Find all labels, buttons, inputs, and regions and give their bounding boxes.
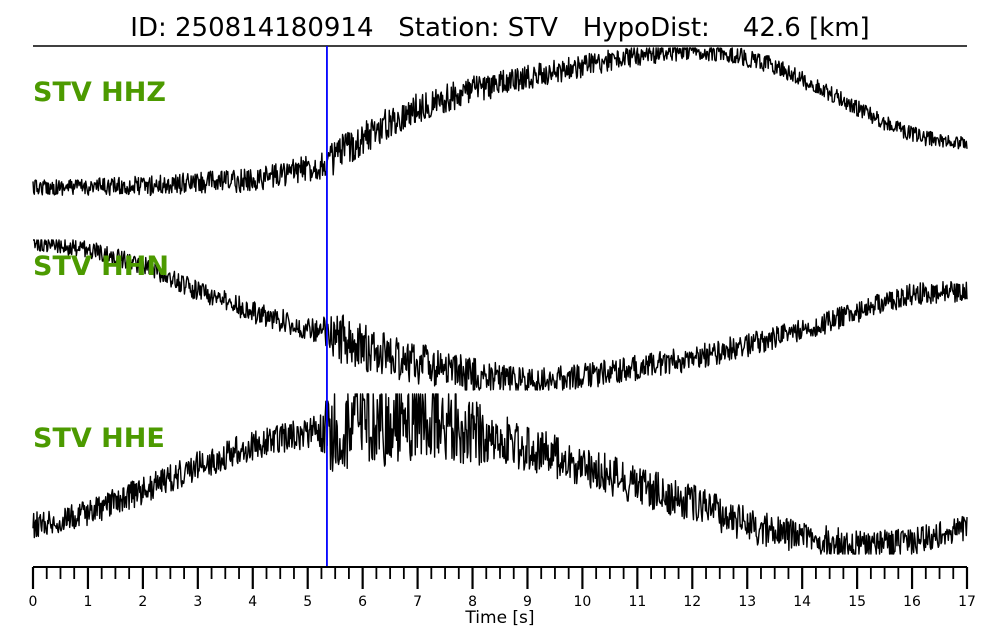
x-tick-label: 9 [523,594,532,610]
x-tick-label: 0 [29,594,38,610]
x-tick-label: 15 [848,594,866,610]
x-tick-label: 12 [683,594,701,610]
trace-stv-hhe [32,393,968,555]
x-tick-label: 14 [793,594,811,610]
x-axis: 0 1 2 3 4 5 6 7 8 9 10 11 12 13 14 15 16 17 [29,566,976,610]
trace-stv-hhn [32,239,968,391]
x-tick-label: 16 [903,594,921,610]
x-tick-label: 11 [628,594,646,610]
x-tick-label: 3 [193,594,202,610]
x-tick-label: 6 [358,594,367,610]
trace-group [32,47,968,555]
chart-title: ID: 250814180914 Station: STV HypoDist: … [130,13,869,43]
x-tick-label: 10 [573,594,591,610]
x-tick-label: 4 [248,594,257,610]
x-axis-label: Time [s] [464,608,534,628]
channel-label-stv-hhz: STV HHZ [33,77,166,108]
x-tick-label: 5 [303,594,312,610]
x-tick-label: 2 [138,594,147,610]
x-tick-label: 13 [738,594,756,610]
trace-stv-hhz [32,47,968,197]
channel-label-stv-hhe: STV HHE [33,423,165,454]
x-tick-label: 8 [468,594,477,610]
x-tick-label: 17 [958,594,976,610]
x-tick-label: 1 [83,594,92,610]
channel-label-group: STV HHZ STV HHN STV HHE [33,77,169,454]
channel-label-stv-hhn: STV HHN [33,251,169,282]
x-tick-label: 7 [413,594,422,610]
